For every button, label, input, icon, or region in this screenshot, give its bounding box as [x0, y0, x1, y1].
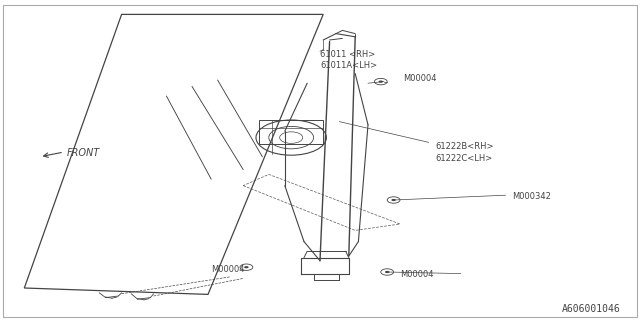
- Text: 61222B<RH>
61222C<LH>: 61222B<RH> 61222C<LH>: [435, 142, 493, 163]
- Text: M00004: M00004: [400, 270, 433, 279]
- Bar: [259, 120, 323, 144]
- Text: M000342: M000342: [512, 192, 551, 201]
- Text: M00004: M00004: [403, 74, 436, 83]
- Circle shape: [378, 81, 383, 83]
- Text: 61011 <RH>
61011A<LH>: 61011 <RH> 61011A<LH>: [320, 50, 377, 70]
- Circle shape: [385, 271, 389, 273]
- Circle shape: [244, 266, 249, 268]
- Text: M00004: M00004: [211, 265, 244, 274]
- Text: A606001046: A606001046: [562, 304, 621, 314]
- Circle shape: [392, 199, 396, 201]
- Text: FRONT: FRONT: [67, 148, 100, 158]
